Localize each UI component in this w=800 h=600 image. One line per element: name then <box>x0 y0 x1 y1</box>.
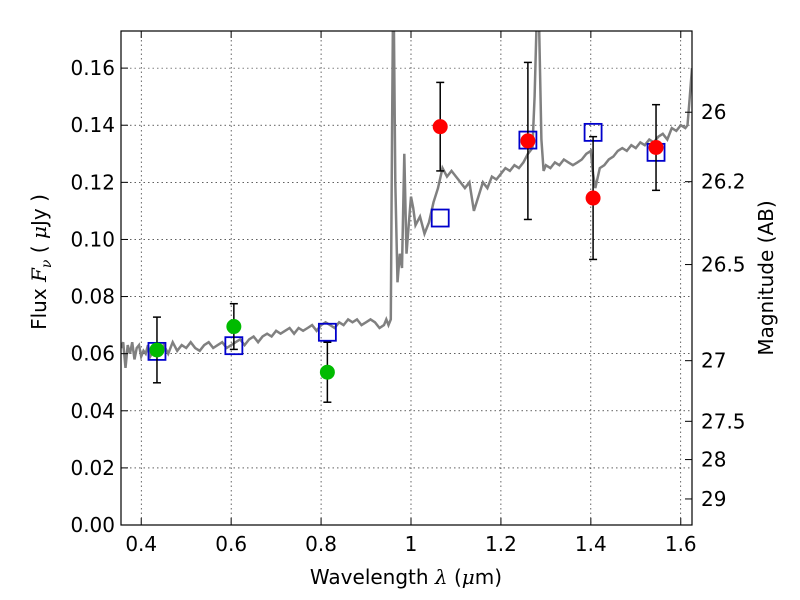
x-tick-label: 0.8 <box>305 532 337 556</box>
plot-frame <box>120 30 693 526</box>
tick-labels: 0.4 0.6 0.8 1 1.2 1.4 1.6 0.00 0.02 0.04 0.06 0.08 0… <box>70 56 745 556</box>
y-tick-label: 0.12 <box>70 170 115 194</box>
x-tick-label: 1 <box>405 532 418 556</box>
x-tick-label: 1.4 <box>575 532 607 556</box>
y-tick-label: 0.16 <box>70 56 115 80</box>
x-tick-label: 1.2 <box>485 532 517 556</box>
y2-tick-label: 26 <box>701 100 726 124</box>
y-tick-label: 0.02 <box>70 456 115 480</box>
y-axis-title: Flux Fν ( μJy ) <box>27 194 55 330</box>
observed-nir-point <box>648 140 664 156</box>
x-tick-label: 0.6 <box>215 532 247 556</box>
x-tick-label: 1.6 <box>665 532 697 556</box>
y2-tick-label: 27 <box>701 349 726 373</box>
observed-optical-point <box>319 364 335 380</box>
x-axis-title: Wavelength λ (μm) <box>310 565 502 589</box>
y2-tick-label: 27.5 <box>701 409 746 433</box>
observed-nir-point <box>520 133 536 149</box>
observed-optical-point <box>149 342 165 358</box>
y-tick-label: 0.04 <box>70 399 115 423</box>
y-tick-label: 0.14 <box>70 113 115 137</box>
plot-background <box>121 31 692 525</box>
observed-nir-point <box>432 119 448 135</box>
y-tick-label: 0.08 <box>70 285 115 309</box>
y2-tick-label: 28 <box>701 448 726 472</box>
y2-tick-label: 29 <box>701 487 726 511</box>
tick-marks <box>121 31 692 526</box>
model-spectrum-line <box>121 31 692 369</box>
x-tick-label: 0.4 <box>125 532 157 556</box>
model-bandpass-point <box>430 208 450 228</box>
y-tick-label: 0.06 <box>70 342 115 366</box>
y2-tick-label: 26.5 <box>701 253 746 277</box>
y2-axis-title: Magnitude (AB) <box>754 200 778 355</box>
y-tick-label: 0.10 <box>70 227 115 251</box>
observed-nir-point <box>585 190 601 206</box>
series-layer <box>121 31 692 403</box>
model-bandpass-point <box>317 322 337 342</box>
observed-optical-point <box>226 319 242 335</box>
y-tick-label: 0.00 <box>70 513 115 537</box>
y2-tick-label: 26.2 <box>701 170 746 194</box>
